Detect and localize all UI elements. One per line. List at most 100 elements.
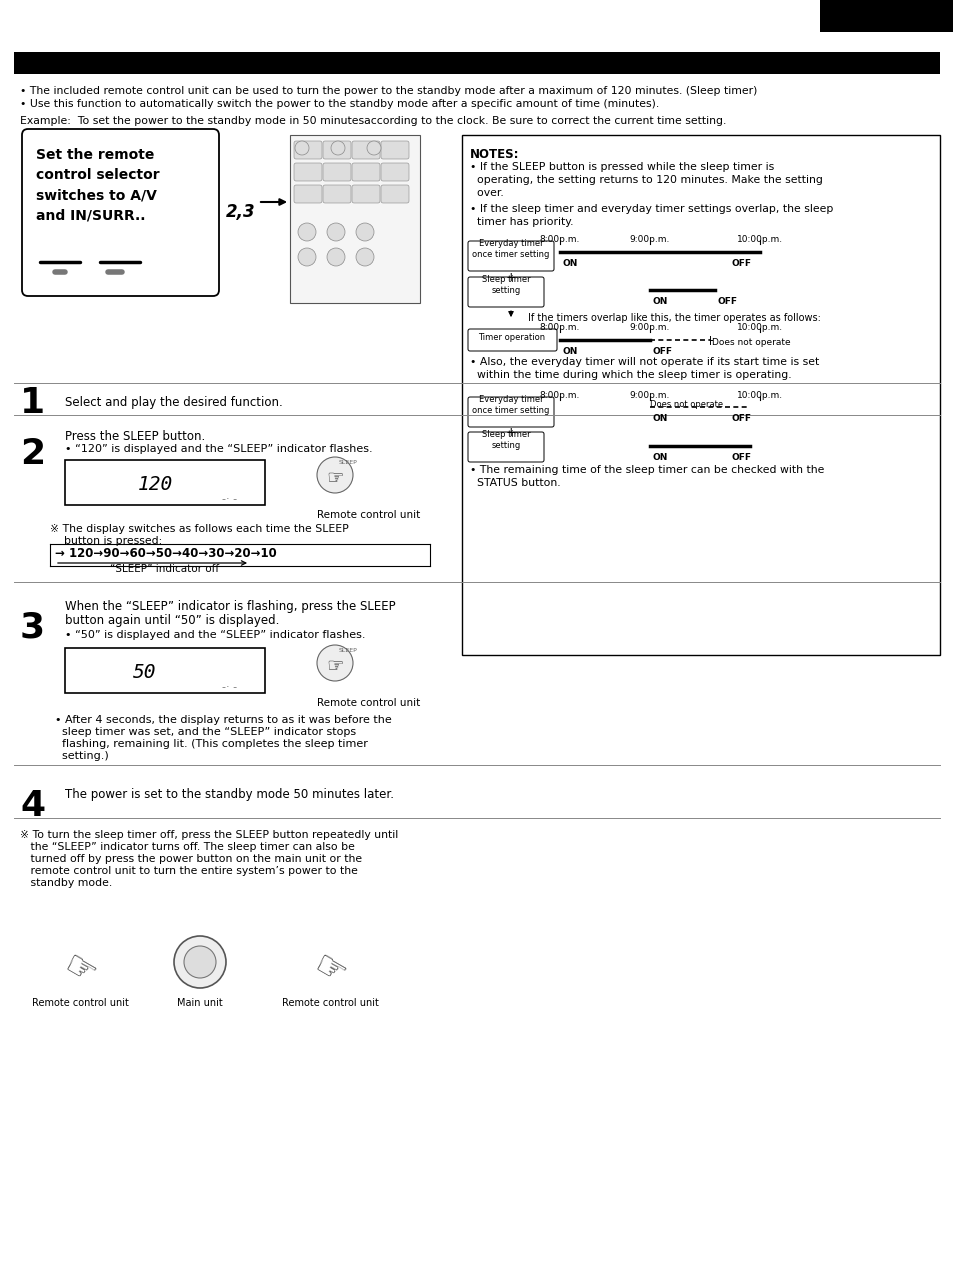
Text: 8:00p.m.: 8:00p.m.: [539, 391, 579, 399]
Bar: [65, 647, 265, 693]
Text: • The included remote control unit can be used to turn the power to the standby : • The included remote control unit can b…: [20, 86, 757, 95]
Text: → 120→90→60→50→40→30→20→10: → 120→90→60→50→40→30→20→10: [55, 547, 276, 560]
Text: +: +: [505, 426, 516, 439]
Text: Remote control unit: Remote control unit: [31, 999, 129, 1007]
Circle shape: [173, 936, 226, 988]
Text: 2: 2: [20, 438, 45, 471]
Circle shape: [331, 141, 345, 155]
Text: ☞: ☞: [326, 469, 343, 488]
Text: 1: 1: [20, 385, 45, 420]
FancyBboxPatch shape: [468, 240, 554, 271]
Text: Everyday timer
once timer setting: Everyday timer once timer setting: [472, 396, 549, 415]
FancyBboxPatch shape: [294, 141, 322, 159]
Text: 10:00p.m.: 10:00p.m.: [736, 323, 782, 332]
Text: the “SLEEP” indicator turns off. The sleep timer can also be: the “SLEEP” indicator turns off. The sle…: [20, 842, 355, 852]
Text: SLEEP: SLEEP: [338, 460, 357, 466]
Text: 9:00p.m.: 9:00p.m.: [629, 235, 670, 244]
Circle shape: [297, 248, 315, 266]
Text: 2,3: 2,3: [226, 204, 255, 221]
Text: NOTES:: NOTES:: [470, 148, 519, 162]
Bar: [14, 52, 939, 74]
FancyBboxPatch shape: [380, 141, 409, 159]
FancyBboxPatch shape: [468, 397, 554, 427]
Circle shape: [297, 223, 315, 240]
Text: • “50” is displayed and the “SLEEP” indicator flashes.: • “50” is displayed and the “SLEEP” indi…: [65, 630, 365, 640]
Text: 9:00p.m.: 9:00p.m.: [629, 323, 670, 332]
Text: The power is set to the standby mode 50 minutes later.: The power is set to the standby mode 50 …: [65, 787, 394, 801]
Text: ※ To turn the sleep timer off, press the SLEEP button repeatedly until: ※ To turn the sleep timer off, press the…: [20, 831, 397, 840]
Bar: [290, 135, 419, 303]
Text: OFF: OFF: [652, 347, 672, 356]
Text: remote control unit to turn the entire system’s power to the: remote control unit to turn the entire s…: [20, 866, 357, 876]
Text: 10:00p.m.: 10:00p.m.: [736, 235, 782, 244]
Text: button again until “50” is displayed.: button again until “50” is displayed.: [65, 614, 279, 627]
Text: ※ The display switches as follows each time the SLEEP
    button is pressed:: ※ The display switches as follows each t…: [50, 524, 349, 547]
Text: Select and play the desired function.: Select and play the desired function.: [65, 396, 282, 410]
Circle shape: [355, 223, 374, 240]
FancyBboxPatch shape: [323, 163, 351, 181]
Text: ON: ON: [562, 259, 578, 268]
Text: flashing, remaining lit. (This completes the sleep timer: flashing, remaining lit. (This completes…: [55, 739, 368, 749]
Circle shape: [184, 946, 215, 978]
Text: -· -: -· -: [222, 682, 237, 692]
Text: Example:  To set the power to the standby mode in 50 minutesaccording to the clo: Example: To set the power to the standby…: [20, 116, 725, 126]
Text: SLEEP: SLEEP: [338, 647, 357, 653]
FancyBboxPatch shape: [468, 277, 543, 307]
Bar: [820, 0, 953, 32]
Text: Remote control unit: Remote control unit: [316, 510, 419, 520]
Text: ☞: ☞: [307, 948, 353, 993]
Circle shape: [316, 457, 353, 494]
Text: Main unit: Main unit: [177, 999, 223, 1007]
Text: standby mode.: standby mode.: [20, 878, 112, 888]
Text: OFF: OFF: [731, 413, 751, 424]
Text: 9:00p.m.: 9:00p.m.: [629, 391, 670, 399]
FancyBboxPatch shape: [323, 141, 351, 159]
Text: +: +: [505, 271, 516, 284]
Text: Does not operate: Does not operate: [649, 399, 722, 410]
Text: • Also, the everyday timer will not operate if its start time is set
  within th: • Also, the everyday timer will not oper…: [470, 357, 819, 380]
Text: Remote control unit: Remote control unit: [316, 698, 419, 709]
Text: 8:00p.m.: 8:00p.m.: [539, 235, 579, 244]
Text: • The remaining time of the sleep timer can be checked with the
  STATUS button.: • The remaining time of the sleep timer …: [470, 466, 823, 487]
Text: setting.): setting.): [55, 750, 109, 761]
Text: • “120” is displayed and the “SLEEP” indicator flashes.: • “120” is displayed and the “SLEEP” ind…: [65, 444, 373, 454]
FancyBboxPatch shape: [294, 184, 322, 204]
Bar: [461, 135, 939, 655]
FancyBboxPatch shape: [22, 128, 219, 296]
Text: Remote control unit: Remote control unit: [281, 999, 378, 1007]
Text: Sleep timer
setting: Sleep timer setting: [481, 275, 530, 295]
Text: turned off by press the power button on the main unit or the: turned off by press the power button on …: [20, 854, 362, 864]
Text: • If the sleep timer and everyday timer settings overlap, the sleep
  timer has : • If the sleep timer and everyday timer …: [470, 204, 833, 226]
Text: OFF: OFF: [718, 296, 738, 307]
Text: ON: ON: [652, 453, 668, 462]
Text: • If the SLEEP button is pressed while the sleep timer is
  operating, the setti: • If the SLEEP button is pressed while t…: [470, 162, 822, 197]
FancyBboxPatch shape: [468, 432, 543, 462]
Text: 120: 120: [137, 474, 172, 494]
Text: sleep timer was set, and the “SLEEP” indicator stops: sleep timer was set, and the “SLEEP” ind…: [55, 728, 355, 736]
Text: Timer operation: Timer operation: [478, 332, 545, 341]
Text: • Use this function to automatically switch the power to the standby mode after : • Use this function to automatically swi…: [20, 99, 659, 109]
FancyBboxPatch shape: [468, 329, 557, 351]
Text: 8:00p.m.: 8:00p.m.: [539, 323, 579, 332]
FancyBboxPatch shape: [352, 184, 379, 204]
Circle shape: [316, 645, 353, 681]
Text: ☞: ☞: [57, 948, 102, 993]
FancyBboxPatch shape: [352, 141, 379, 159]
Text: When the “SLEEP” indicator is flashing, press the SLEEP: When the “SLEEP” indicator is flashing, …: [65, 600, 395, 613]
Circle shape: [355, 248, 374, 266]
Text: • After 4 seconds, the display returns to as it was before the: • After 4 seconds, the display returns t…: [55, 715, 392, 725]
Text: If the timers overlap like this, the timer operates as follows:: If the timers overlap like this, the tim…: [527, 313, 820, 323]
Circle shape: [367, 141, 380, 155]
Text: ON: ON: [652, 413, 668, 424]
Text: “SLEEP” indicator off: “SLEEP” indicator off: [110, 563, 219, 574]
Circle shape: [294, 141, 309, 155]
Text: ENGLISH: ENGLISH: [895, 11, 953, 24]
FancyBboxPatch shape: [352, 163, 379, 181]
Text: Does not operate: Does not operate: [711, 338, 790, 347]
Text: Press the SLEEP button.: Press the SLEEP button.: [65, 430, 205, 443]
Text: Everyday timer
once timer setting: Everyday timer once timer setting: [472, 239, 549, 258]
Text: 3: 3: [20, 611, 45, 645]
Text: OFF: OFF: [731, 259, 751, 268]
FancyBboxPatch shape: [294, 163, 322, 181]
Text: ON: ON: [562, 347, 578, 356]
